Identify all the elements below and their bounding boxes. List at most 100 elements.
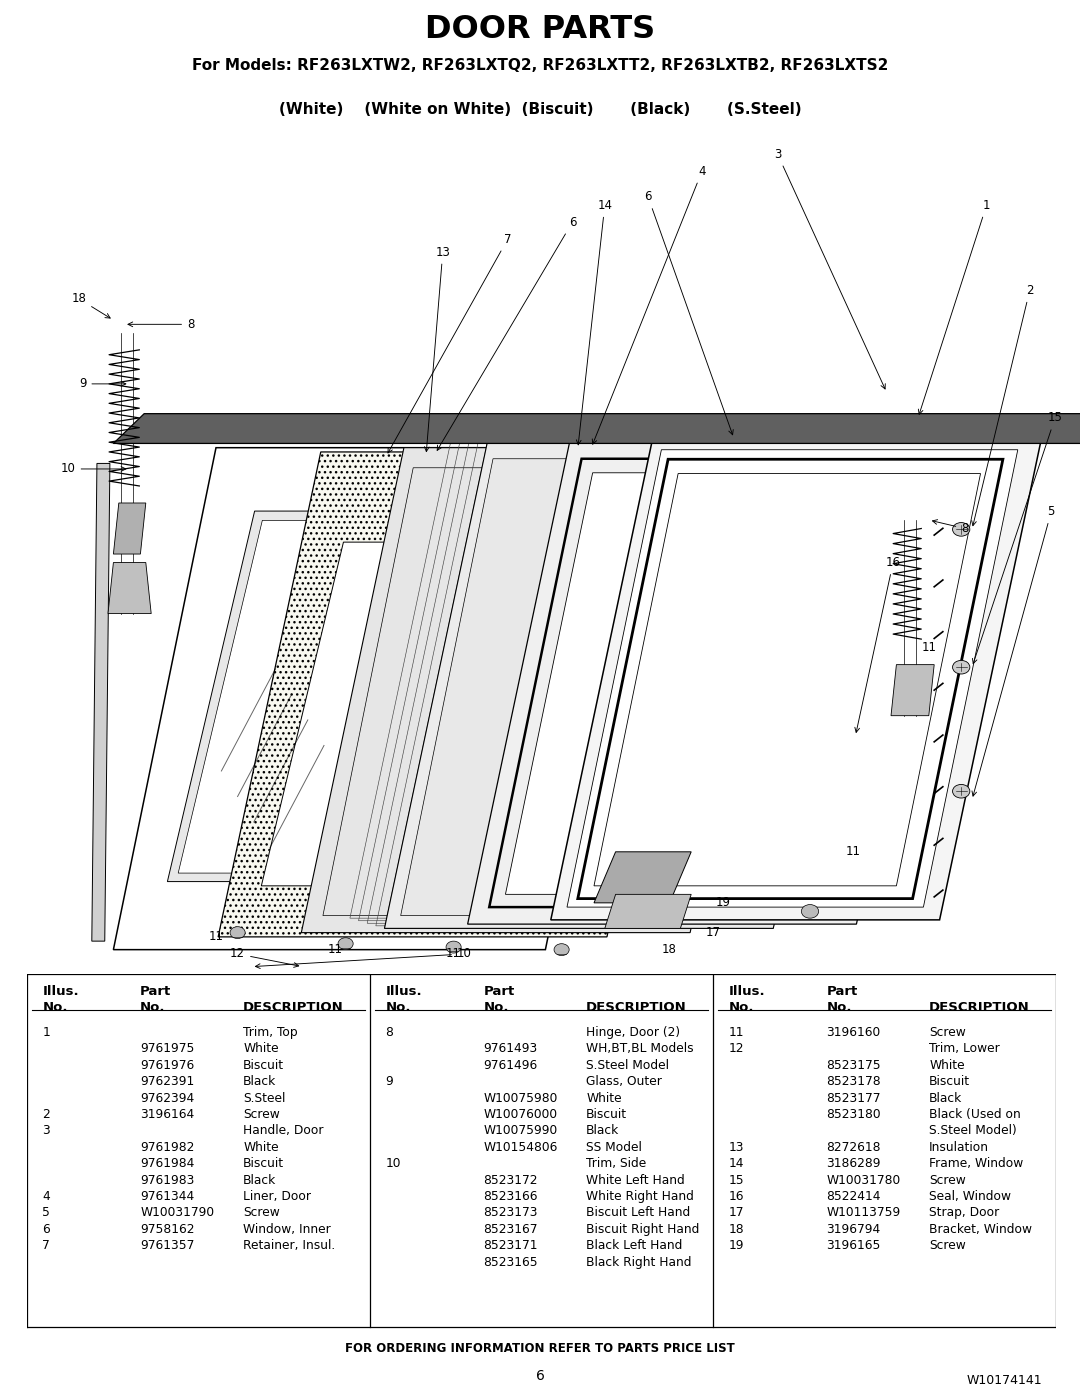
Text: 6: 6 <box>437 215 576 450</box>
Polygon shape <box>167 511 579 882</box>
Text: 3186289: 3186289 <box>826 1157 881 1171</box>
Text: 9761357: 9761357 <box>140 1239 194 1252</box>
Circle shape <box>953 661 970 673</box>
Text: DESCRIPTION: DESCRIPTION <box>929 1000 1030 1014</box>
Text: 8523180: 8523180 <box>826 1108 881 1120</box>
Text: 8: 8 <box>129 319 194 331</box>
Text: 18: 18 <box>662 943 677 956</box>
Text: Part: Part <box>483 985 514 997</box>
Text: 11: 11 <box>729 1025 744 1039</box>
Text: 12: 12 <box>729 1042 744 1055</box>
Text: 17: 17 <box>729 1207 744 1220</box>
Text: 4: 4 <box>42 1190 50 1203</box>
Text: 1: 1 <box>918 198 990 415</box>
Polygon shape <box>113 447 648 950</box>
Text: 15: 15 <box>729 1173 744 1186</box>
Text: 8523175: 8523175 <box>826 1059 881 1071</box>
Polygon shape <box>218 453 710 937</box>
Text: Biscuit: Biscuit <box>243 1157 284 1171</box>
Text: 11: 11 <box>846 845 861 858</box>
Circle shape <box>953 785 970 798</box>
Polygon shape <box>261 542 646 886</box>
Text: 18: 18 <box>71 292 110 319</box>
Text: 6: 6 <box>536 1369 544 1383</box>
Text: Insulation: Insulation <box>929 1141 989 1154</box>
Text: No.: No. <box>386 1000 411 1014</box>
Text: 10: 10 <box>60 462 125 475</box>
Text: Black: Black <box>929 1091 962 1105</box>
Circle shape <box>801 904 819 918</box>
Text: Trim, Lower: Trim, Lower <box>929 1042 1000 1055</box>
Text: Strap, Door: Strap, Door <box>929 1207 999 1220</box>
Polygon shape <box>401 458 849 915</box>
Text: W10113759: W10113759 <box>826 1207 901 1220</box>
Text: 11: 11 <box>446 947 461 960</box>
Text: Screw: Screw <box>243 1108 280 1120</box>
Text: WH,BT,BL Models: WH,BT,BL Models <box>586 1042 693 1055</box>
Text: FOR ORDERING INFORMATION REFER TO PARTS PRICE LIST: FOR ORDERING INFORMATION REFER TO PARTS … <box>346 1343 734 1355</box>
Text: 8: 8 <box>932 520 969 535</box>
Text: DESCRIPTION: DESCRIPTION <box>586 1000 687 1014</box>
Text: Bracket, Window: Bracket, Window <box>929 1222 1032 1236</box>
Text: White: White <box>243 1141 279 1154</box>
Text: W10154806: W10154806 <box>483 1141 557 1154</box>
Text: 8523167: 8523167 <box>483 1222 538 1236</box>
Text: 5: 5 <box>42 1207 51 1220</box>
Text: Screw: Screw <box>243 1207 280 1220</box>
Text: 9761496: 9761496 <box>483 1059 538 1071</box>
Text: 9758162: 9758162 <box>140 1222 194 1236</box>
Text: 19: 19 <box>716 897 731 909</box>
Text: Biscuit Left Hand: Biscuit Left Hand <box>586 1207 690 1220</box>
Text: 18: 18 <box>729 1222 744 1236</box>
Text: Illus.: Illus. <box>386 985 422 997</box>
Text: 8523173: 8523173 <box>483 1207 538 1220</box>
Text: 8523166: 8523166 <box>483 1190 538 1203</box>
Text: 8: 8 <box>386 1025 393 1039</box>
Text: Frame, Window: Frame, Window <box>929 1157 1024 1171</box>
Text: 3196165: 3196165 <box>826 1239 880 1252</box>
Text: 3196160: 3196160 <box>826 1025 880 1039</box>
Text: S.Steel: S.Steel <box>243 1091 285 1105</box>
Text: Black (Used on: Black (Used on <box>929 1108 1021 1120</box>
Text: 13: 13 <box>729 1141 744 1154</box>
Text: 8522414: 8522414 <box>826 1190 881 1203</box>
Text: For Models: RF263LXTW2, RF263LXTQ2, RF263LXTT2, RF263LXTB2, RF263LXTS2: For Models: RF263LXTW2, RF263LXTQ2, RF26… <box>192 57 888 73</box>
Text: 8523177: 8523177 <box>826 1091 881 1105</box>
Text: 8523165: 8523165 <box>483 1256 538 1268</box>
Text: Hinge, Door (2): Hinge, Door (2) <box>586 1025 680 1039</box>
Text: White Left Hand: White Left Hand <box>586 1173 685 1186</box>
Polygon shape <box>92 464 110 942</box>
Text: Biscuit Right Hand: Biscuit Right Hand <box>586 1222 700 1236</box>
Polygon shape <box>505 472 906 894</box>
Text: 16: 16 <box>855 556 901 732</box>
Text: No.: No. <box>826 1000 852 1014</box>
Text: Biscuit: Biscuit <box>929 1076 970 1088</box>
Text: DESCRIPTION: DESCRIPTION <box>243 1000 343 1014</box>
Text: 2: 2 <box>42 1108 50 1120</box>
Text: 12: 12 <box>230 947 299 967</box>
Text: 9761976: 9761976 <box>140 1059 194 1071</box>
Text: 9: 9 <box>79 377 125 390</box>
Text: S.Steel Model: S.Steel Model <box>586 1059 670 1071</box>
Text: Screw: Screw <box>929 1239 966 1252</box>
Text: Black Right Hand: Black Right Hand <box>586 1256 691 1268</box>
Text: 4: 4 <box>592 165 705 444</box>
Text: 9761983: 9761983 <box>140 1173 194 1186</box>
Text: 6: 6 <box>645 190 733 434</box>
Text: 3196794: 3196794 <box>826 1222 880 1236</box>
Polygon shape <box>605 894 691 929</box>
Text: 10: 10 <box>255 947 472 968</box>
Text: Retainer, Insul.: Retainer, Insul. <box>243 1239 336 1252</box>
Text: 11: 11 <box>921 641 936 654</box>
Circle shape <box>953 522 970 536</box>
Text: No.: No. <box>729 1000 754 1014</box>
Text: Handle, Door: Handle, Door <box>243 1125 324 1137</box>
Circle shape <box>446 942 461 953</box>
Text: W10031790: W10031790 <box>140 1207 214 1220</box>
Text: 11: 11 <box>327 943 342 956</box>
Text: 8272618: 8272618 <box>826 1141 881 1154</box>
Text: 11: 11 <box>208 930 224 943</box>
Text: Glass, Outer: Glass, Outer <box>586 1076 662 1088</box>
Text: Screw: Screw <box>929 1025 966 1039</box>
Text: 10: 10 <box>386 1157 401 1171</box>
